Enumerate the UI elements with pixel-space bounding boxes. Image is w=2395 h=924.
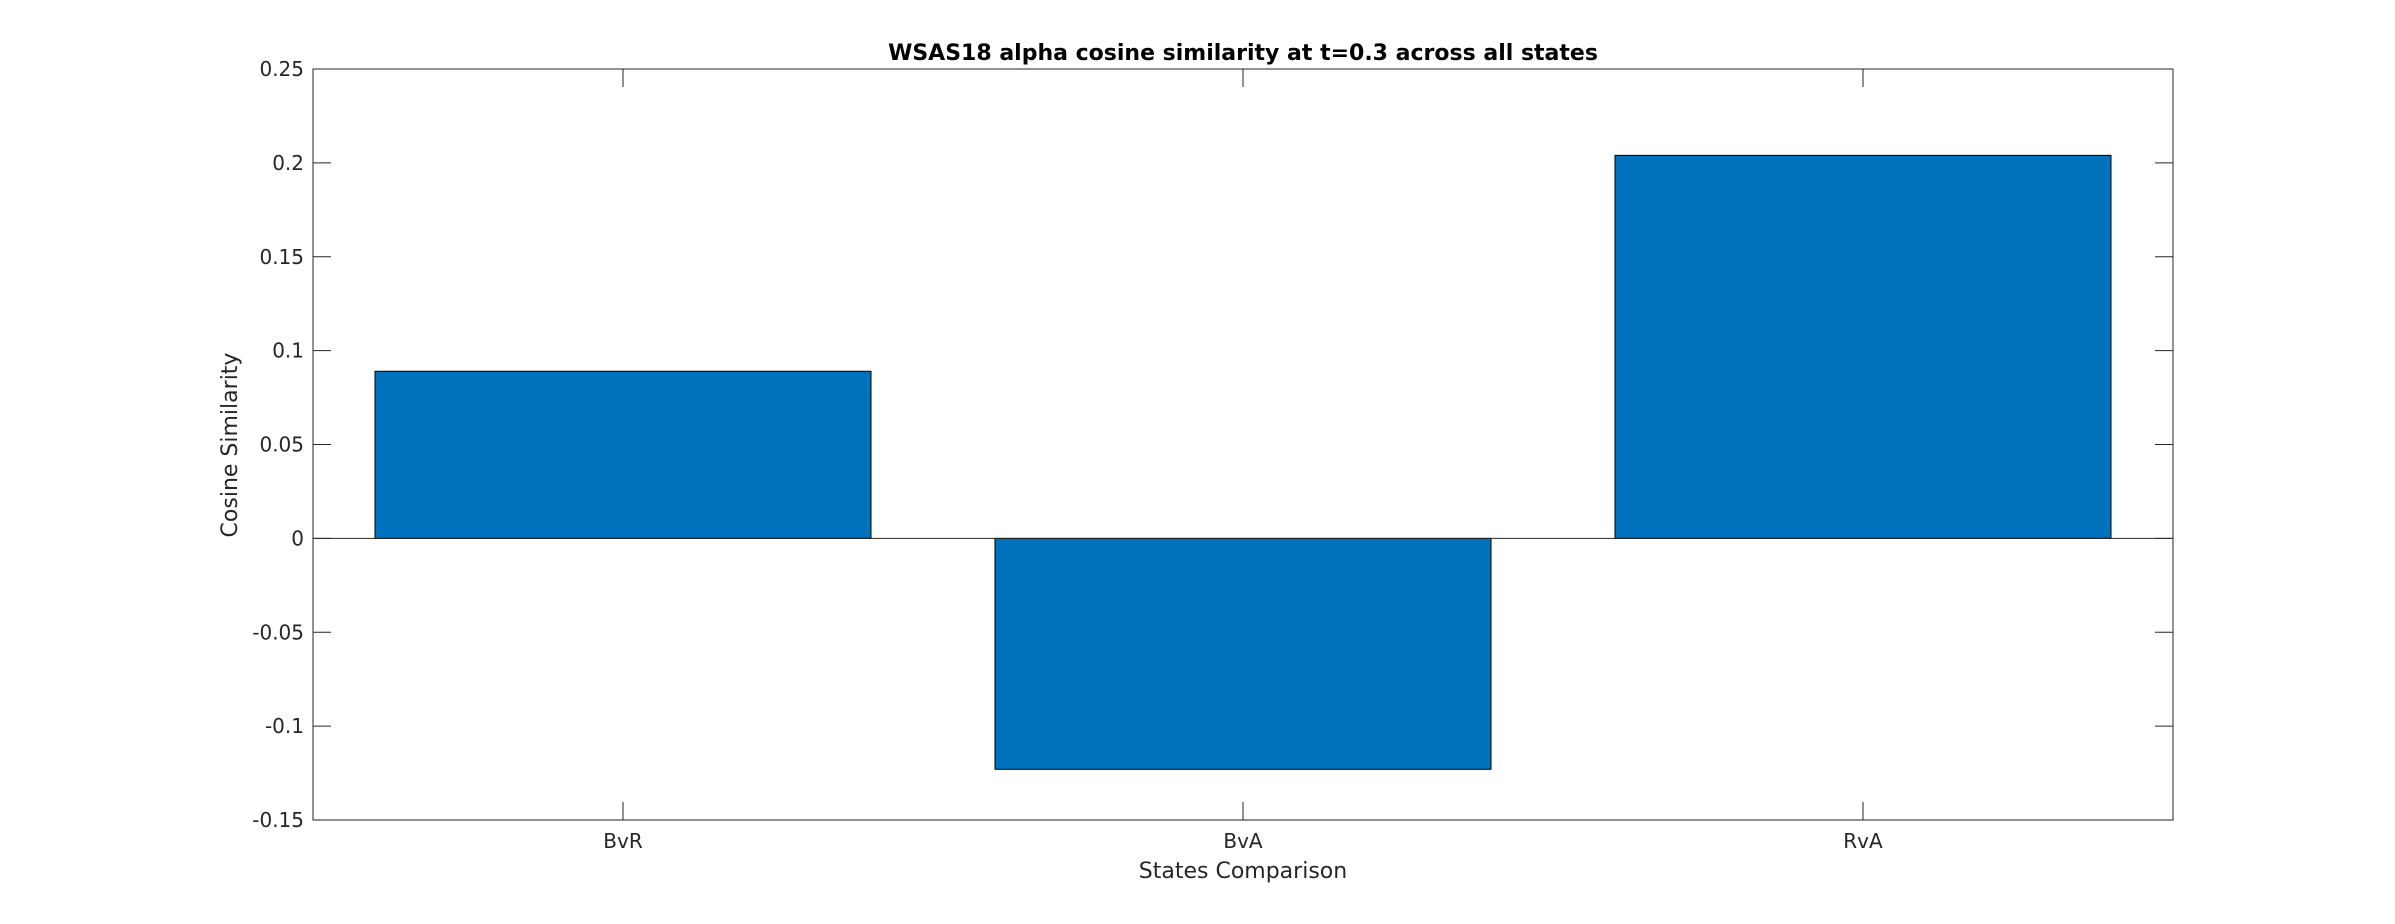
y-tick-label: 0.05 — [259, 433, 304, 457]
chart-title: WSAS18 alpha cosine similarity at t=0.3 … — [888, 41, 1598, 66]
x-tick-label: BvR — [603, 829, 643, 853]
y-axis-ticks: -0.15 -0.1 -0.05 0 0.05 0.1 0.15 0.2 0.25 — [252, 57, 2173, 832]
bars-group — [374, 154, 2112, 770]
y-tick-label: 0.25 — [259, 57, 304, 81]
x-tick-label: BvA — [1223, 829, 1263, 853]
y-tick-label: 0.2 — [272, 151, 304, 175]
y-tick-label: 0.1 — [272, 339, 304, 363]
y-tick-label: -0.1 — [265, 714, 304, 738]
bar-rva — [1614, 154, 2112, 539]
y-tick-label: -0.15 — [252, 808, 304, 832]
bar-bvr — [374, 370, 872, 539]
bar-bva — [994, 537, 1492, 770]
x-axis-label: States Comparison — [1139, 859, 1347, 884]
y-tick-label: -0.05 — [252, 620, 304, 644]
y-tick-label: 0 — [291, 526, 304, 550]
x-tick-label: RvA — [1843, 829, 1883, 853]
y-tick-label: 0.15 — [259, 245, 304, 269]
x-axis-ticks: BvR BvA RvA — [603, 69, 1883, 853]
y-axis-label: Cosine Similarity — [218, 353, 243, 538]
